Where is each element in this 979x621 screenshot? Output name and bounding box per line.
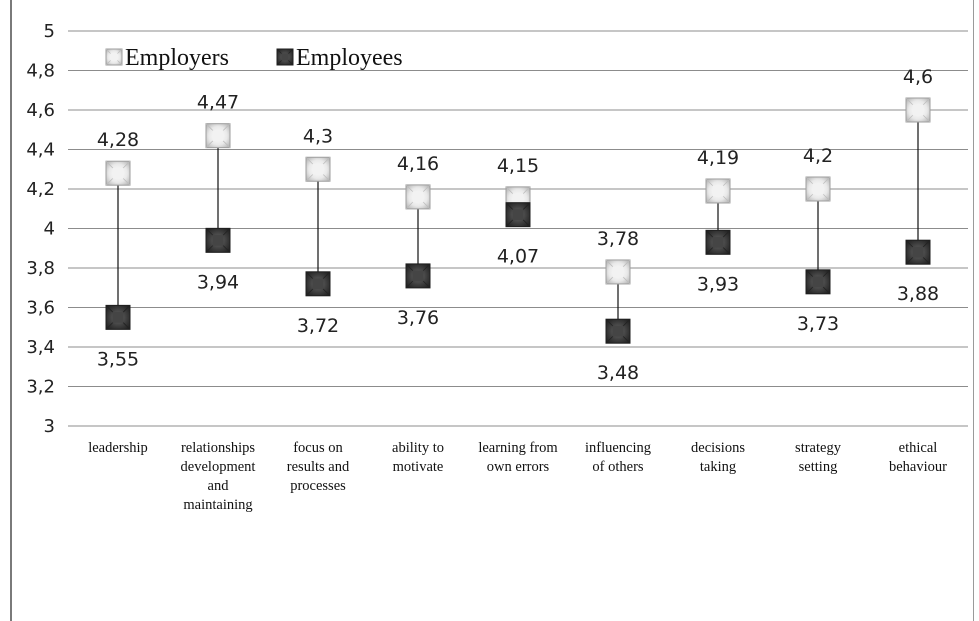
chart-frame [10, 0, 974, 621]
y-tick-label: 4,2 [26, 179, 55, 200]
legend-employees-swatch [276, 48, 294, 66]
x-category-label: focus on results and processes [287, 440, 350, 494]
employers-marker [305, 156, 331, 182]
markers [105, 97, 931, 344]
employers-marker [605, 259, 631, 285]
gridlines [68, 30, 968, 427]
employees-data-label: 3,76 [397, 307, 439, 329]
employees-data-label: 3,88 [897, 283, 939, 305]
employees-marker [305, 271, 331, 297]
y-tick-label: 3 [44, 416, 55, 437]
employers-data-label: 4,16 [397, 153, 439, 175]
employers-data-label: 3,78 [597, 228, 639, 250]
x-category-label: strategy setting [795, 440, 842, 475]
x-category-label: relationships development and maintaining [181, 440, 256, 513]
employers-data-label: 4,47 [197, 92, 239, 114]
y-tick-label: 3,2 [26, 377, 55, 398]
employees-marker [905, 239, 931, 265]
data-labels: 4,28 3,55 4,47 3,94 4,3 3,72 4,16 3,76 4,15 4,07 3… [97, 66, 939, 384]
employees-marker [705, 229, 731, 255]
y-tick-label: 4 [44, 219, 55, 240]
employers-marker [205, 123, 231, 149]
y-tick-label: 4,4 [26, 140, 55, 161]
employers-marker [805, 176, 831, 202]
y-axis-ticks: 3 3,2 3,4 3,6 3,8 4 4,2 4,4 4,6 4,8 5 [26, 21, 55, 437]
employees-marker [405, 263, 431, 289]
employees-marker [505, 202, 531, 228]
x-axis-categories: leadership relationships development and mai… [88, 440, 947, 513]
employers-marker [105, 160, 131, 186]
employers-data-label: 4,6 [903, 66, 933, 88]
x-category-label: ability to motivate [392, 440, 444, 475]
x-category-label: decisions taking [691, 440, 745, 475]
employers-data-label: 4,3 [303, 125, 333, 147]
employees-marker [605, 318, 631, 344]
legend: Employers Employees [105, 45, 403, 71]
employers-data-label: 4,15 [497, 155, 539, 177]
employers-marker [705, 178, 731, 204]
legend-employers-label: Employers [125, 45, 229, 71]
employees-data-label: 4,07 [497, 246, 539, 268]
employers-marker [405, 184, 431, 210]
employers-data-label: 4,19 [697, 147, 739, 169]
y-tick-label: 3,6 [26, 298, 55, 319]
employers-data-label: 4,28 [97, 129, 139, 151]
x-category-label: learning from own errors [478, 440, 558, 475]
y-tick-label: 5 [44, 21, 55, 42]
employers-data-label: 4,2 [803, 145, 833, 167]
employees-data-label: 3,48 [597, 362, 639, 384]
employees-marker [805, 269, 831, 295]
legend-employers-swatch [105, 48, 123, 66]
employees-data-label: 3,93 [697, 273, 739, 295]
employers-marker [905, 97, 931, 123]
y-tick-label: 3,8 [26, 258, 55, 279]
employees-data-label: 3,72 [297, 315, 339, 337]
employees-data-label: 3,55 [97, 348, 139, 370]
legend-employees-label: Employees [296, 45, 403, 71]
x-category-label: leadership [88, 440, 148, 456]
employees-marker [205, 227, 231, 253]
x-category-label: influencing of others [585, 440, 651, 475]
employees-data-label: 3,73 [797, 313, 839, 335]
employees-marker [105, 304, 131, 330]
y-tick-label: 3,4 [26, 337, 55, 358]
x-category-label: ethical behaviour [889, 440, 947, 475]
employees-data-label: 3,94 [197, 271, 239, 293]
y-tick-label: 4,6 [26, 100, 55, 121]
y-tick-label: 4,8 [26, 61, 55, 82]
